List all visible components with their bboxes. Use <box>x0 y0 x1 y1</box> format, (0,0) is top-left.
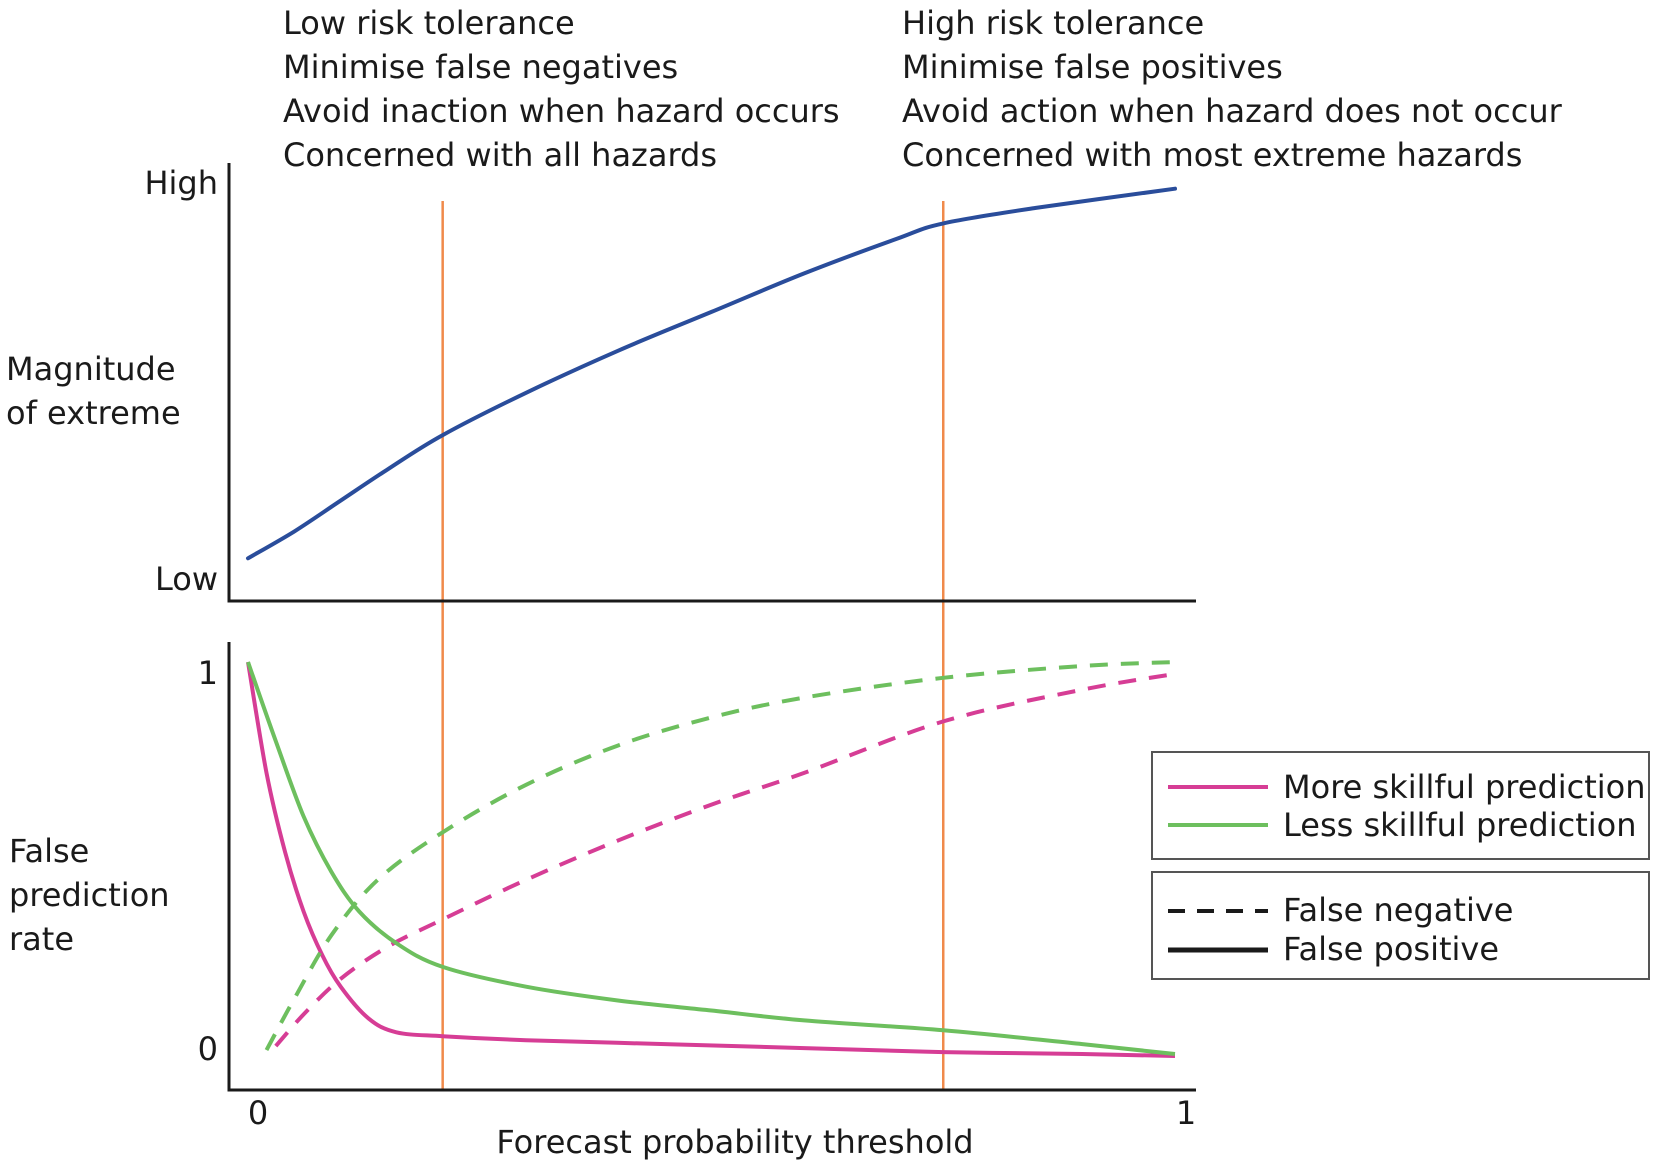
left-annotation-block: Low risk tolerance Minimise false negati… <box>283 4 840 174</box>
left-annotation-line: Avoid inaction when hazard occurs <box>283 92 840 130</box>
false-rate-panel: 1 0 0 1 Forecast probability threshold F… <box>9 642 1196 1161</box>
ytick-one: 1 <box>198 654 218 692</box>
false-rate-ylabel-line2: prediction <box>9 876 170 914</box>
legend-style-box <box>1151 871 1650 980</box>
left-annotation-line: Low risk tolerance <box>283 4 575 42</box>
right-annotation-line: Concerned with most extreme hazards <box>902 136 1522 174</box>
more-skillful-false-positive-curve <box>246 661 1176 1058</box>
ytick-high: High <box>144 164 218 202</box>
ytick-low: Low <box>155 560 218 598</box>
left-annotation-line: Minimise false negatives <box>283 48 678 86</box>
ytick-zero: 0 <box>198 1030 218 1068</box>
magnitude-ylabel-line2: of extreme <box>6 394 181 432</box>
legend-color-box <box>1151 751 1650 860</box>
legend-label-less-skillful: Less skillful prediction <box>1283 806 1637 844</box>
threshold-lines <box>441 201 945 1090</box>
legend-label-more-skillful: More skillful prediction <box>1283 768 1646 806</box>
left-annotation-line: Concerned with all hazards <box>283 136 717 174</box>
xtick-zero: 0 <box>248 1094 268 1132</box>
magnitude-axes <box>227 163 1196 603</box>
right-annotation-line: Minimise false positives <box>902 48 1283 86</box>
false-rate-ylabel-line3: rate <box>9 920 74 958</box>
right-annotation-line: Avoid action when hazard does not occur <box>902 92 1563 130</box>
less-skillful-false-positive-curve <box>246 661 1176 1056</box>
x-axis-label: Forecast probability threshold <box>496 1123 973 1161</box>
legend-color: More skillful prediction Less skillful p… <box>1151 751 1650 860</box>
right-annotation-line: High risk tolerance <box>902 4 1204 42</box>
legend-style: False negative False positive <box>1151 871 1650 980</box>
magnitude-curve <box>246 186 1177 561</box>
legend-label-false-positive: False positive <box>1283 930 1499 968</box>
less-skillful-false-negative-curve <box>264 660 1176 1052</box>
magnitude-ylabel-line1: Magnitude <box>6 350 176 388</box>
xtick-one: 1 <box>1176 1094 1196 1132</box>
false-rate-ylabel-line1: False <box>9 832 89 870</box>
false-rate-axes <box>227 642 1196 1092</box>
legend-label-false-negative: False negative <box>1283 891 1513 929</box>
more-skillful-false-negative-curve <box>274 671 1176 1048</box>
magnitude-panel: High Low Magnitude of extreme <box>6 163 1196 603</box>
right-annotation-block: High risk tolerance Minimise false posit… <box>902 4 1563 174</box>
